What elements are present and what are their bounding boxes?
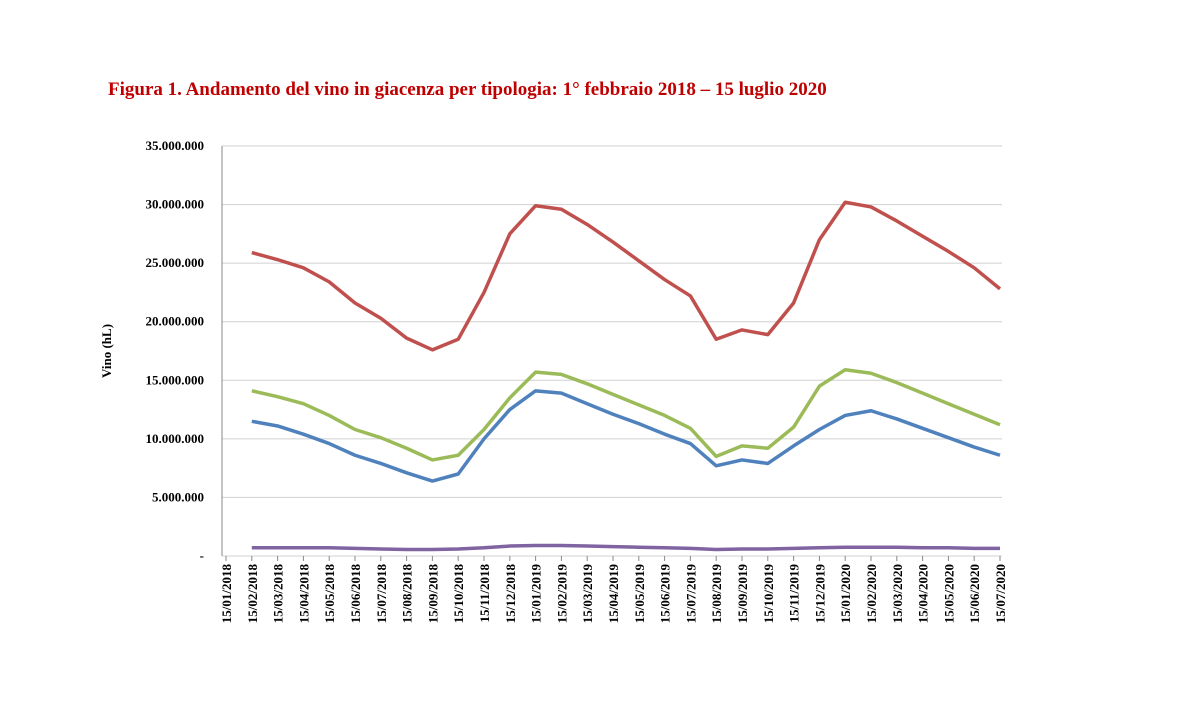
x-tick-label: 15/03/2019 (580, 564, 595, 624)
y-axis-label: Vino (hL) (99, 324, 114, 378)
x-tick-label: 15/05/2019 (632, 564, 647, 624)
x-tick-label: 15/09/2018 (425, 564, 440, 624)
x-tick-label: 15/01/2018 (219, 564, 234, 624)
series-line (251, 367, 1001, 462)
x-tick-label: 15/06/2020 (967, 564, 982, 623)
x-tick-label: 15/07/2019 (683, 564, 698, 624)
x-tick-label: 15/12/2018 (503, 564, 518, 624)
x-tick-label: 15/04/2020 (916, 564, 931, 623)
y-tick-label: 15.000.000 (146, 372, 205, 387)
series-line (251, 200, 1002, 352)
x-tick-label: 15/04/2018 (296, 564, 311, 624)
x-tick-label: 15/09/2019 (735, 564, 750, 624)
x-tick-label: 15/12/2019 (812, 564, 827, 624)
x-tick-label: 15/10/2019 (761, 564, 776, 624)
x-tick-label: 15/03/2020 (890, 564, 905, 623)
x-tick-label: 15/01/2020 (838, 564, 853, 623)
y-tick-label: 10.000.000 (146, 431, 205, 446)
x-tick-label: 15/02/2019 (554, 564, 569, 624)
x-tick-label: 15/02/2018 (245, 564, 260, 624)
x-tick-label: 15/08/2019 (709, 564, 724, 624)
y-tick-label: 5.000.000 (152, 489, 204, 504)
x-tick-label: 15/11/2019 (787, 564, 802, 623)
y-tick-label: 20.000.000 (146, 314, 205, 329)
chart-title: Figura 1. Andamento del vino in giacenza… (108, 79, 827, 100)
series-line (251, 389, 1001, 483)
x-tick-label: 15/06/2018 (348, 564, 363, 624)
y-tick-label: 35.000.000 (146, 138, 205, 153)
x-tick-label: 15/11/2018 (477, 564, 492, 623)
x-tick-label: 15/02/2020 (864, 564, 879, 623)
x-tick-label: 15/07/2020 (993, 564, 1008, 623)
x-tick-label: 15/07/2018 (374, 564, 389, 624)
x-tick-label: 15/08/2018 (400, 564, 415, 624)
x-tick-label: 15/01/2019 (529, 564, 544, 624)
y-tick-label: 25.000.000 (146, 255, 205, 270)
y-tick-label: - (200, 548, 204, 563)
x-tick-label: 15/10/2018 (451, 564, 466, 624)
y-tick-label: 30.000.000 (146, 197, 205, 212)
series-line (251, 543, 1000, 552)
x-tick-label: 15/05/2018 (322, 564, 337, 624)
x-tick-label: 15/06/2019 (658, 564, 673, 624)
x-tick-label: 15/05/2020 (941, 564, 956, 623)
x-tick-label: 15/04/2019 (606, 564, 621, 624)
x-tick-label: 15/03/2018 (271, 564, 286, 624)
